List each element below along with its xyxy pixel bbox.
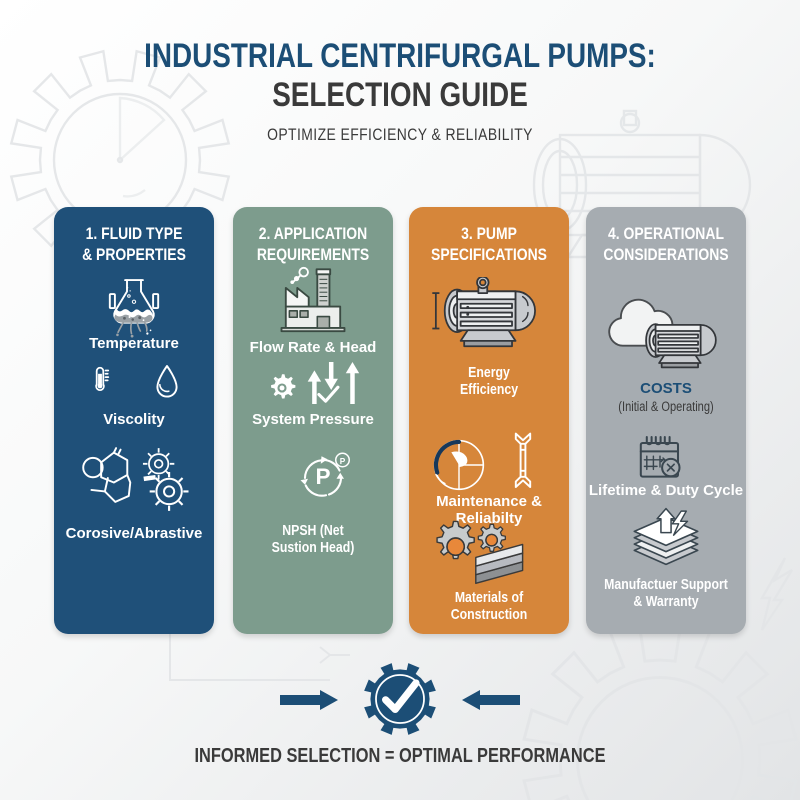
svg-text:P: P xyxy=(315,464,330,489)
svg-text:P: P xyxy=(340,457,346,466)
